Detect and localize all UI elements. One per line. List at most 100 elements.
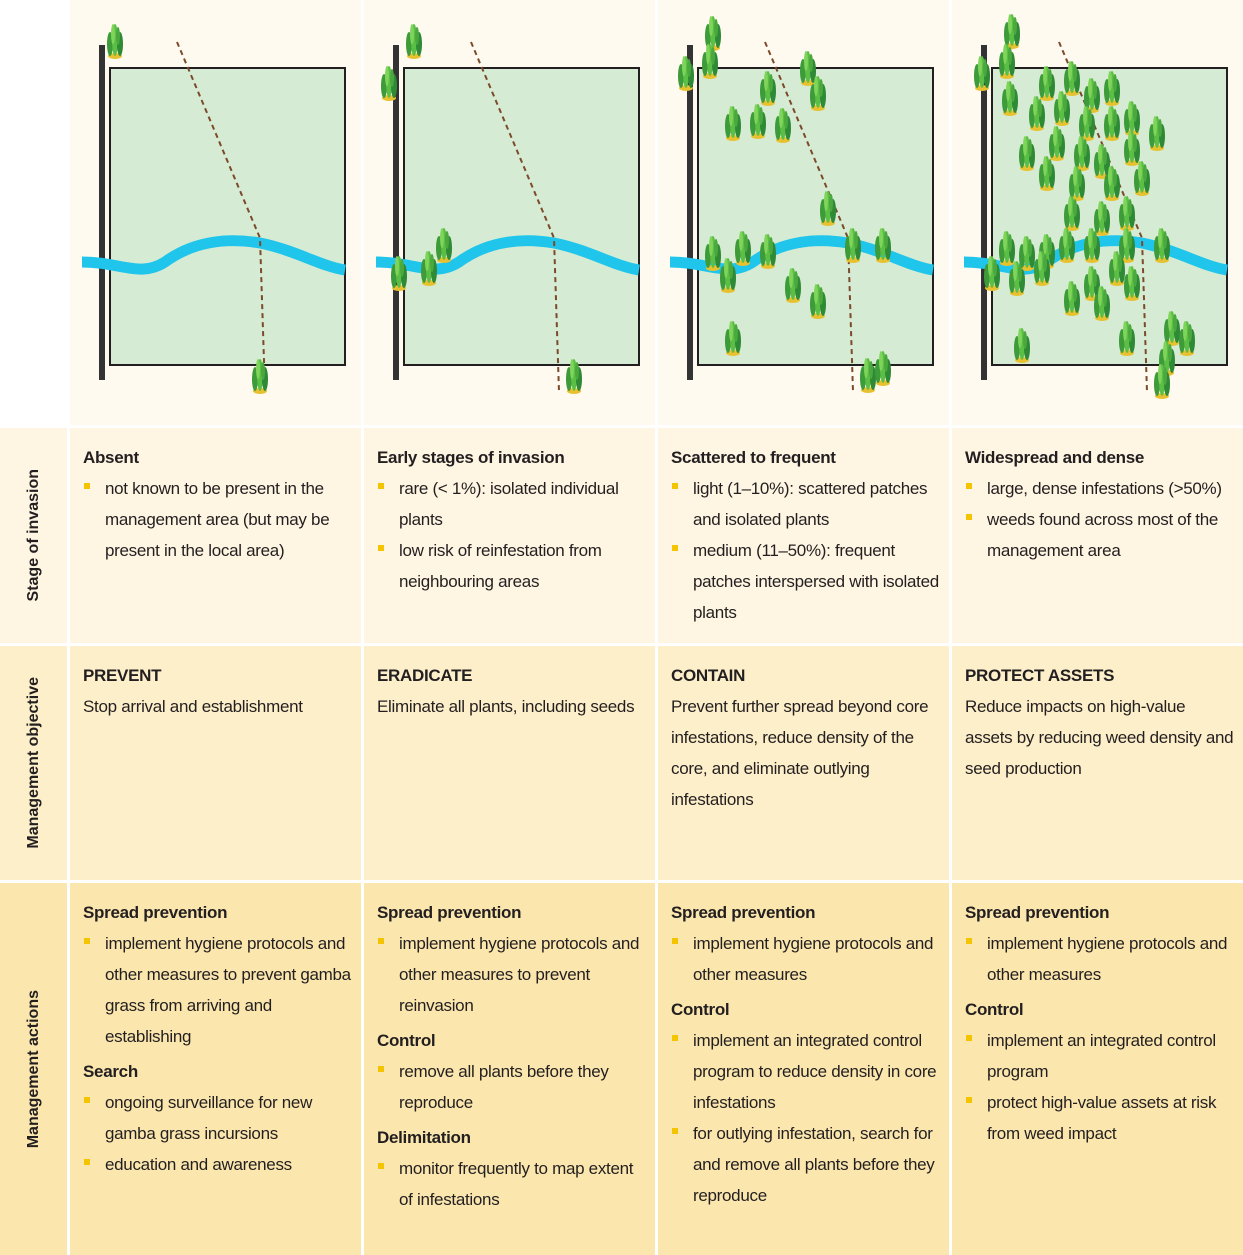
- plant-blade: [1028, 239, 1032, 257]
- plant-blade: [804, 51, 808, 71]
- objective-title: ERADICATE: [377, 666, 473, 685]
- plant-blade: [769, 74, 773, 92]
- plant-blade: [1023, 236, 1027, 256]
- gamba-grass-plant: [1064, 61, 1080, 96]
- gamba-grass-plant: [1019, 136, 1035, 171]
- plant-blade: [814, 284, 818, 304]
- plant-blade: [1168, 344, 1172, 362]
- plant-blade: [1048, 159, 1052, 177]
- bullet-item: not known to be present in the managemen…: [83, 473, 353, 566]
- objective-title: PREVENT: [83, 666, 162, 685]
- gamba-grass-plant: [875, 228, 891, 263]
- plant-blade: [1028, 139, 1032, 157]
- gamba-grass-plant: [1069, 166, 1085, 201]
- bullet-list: implement hygiene protocols and other me…: [671, 928, 941, 990]
- plant-blade: [869, 361, 873, 379]
- bullet-list: light (1–10%): scattered patches and iso…: [671, 473, 941, 628]
- gamba-grass-plant: [702, 44, 718, 79]
- bullet-item: light (1–10%): scattered patches and iso…: [671, 473, 941, 535]
- bullet-list: remove all plants before they reproduce: [377, 1056, 647, 1118]
- action-section: Spread prevention implement hygiene proto…: [671, 897, 941, 990]
- track: [1058, 41, 1148, 393]
- action-section: Control remove all plants before they rep…: [377, 1025, 647, 1118]
- plant-blade: [385, 66, 389, 86]
- plant-blade: [819, 287, 823, 305]
- row-label: Stage of invasion: [0, 428, 67, 643]
- bullet-list: rare (< 1%): isolated individual plants l…: [377, 473, 647, 597]
- plant-blade: [1038, 251, 1042, 271]
- plant-blade: [1128, 231, 1132, 249]
- gamba-grass-plant: [1054, 91, 1070, 126]
- map-illustration: [375, 24, 641, 394]
- stage-title: Absent: [83, 448, 139, 467]
- plant-blade: [1033, 96, 1037, 116]
- gamba-grass-plant: [775, 108, 791, 143]
- bullet-item: remove all plants before they reproduce: [377, 1056, 647, 1118]
- stage-cell: Scattered to frequent light (1–10%): scat…: [658, 428, 949, 643]
- plant-blade: [769, 237, 773, 255]
- action-heading: Spread prevention: [377, 903, 522, 922]
- gamba-grass-plant: [725, 106, 741, 141]
- plant-blade: [1018, 264, 1022, 282]
- bullet-item: implement hygiene protocols and other me…: [377, 928, 647, 1021]
- plant-blade: [1043, 234, 1047, 254]
- plant-blade: [711, 47, 715, 65]
- gamba-grass-plant: [1104, 106, 1120, 141]
- plant-blade: [256, 359, 260, 379]
- gamba-grass-plant: [760, 234, 776, 269]
- plant-blade: [1003, 44, 1007, 64]
- plant-blade: [1063, 228, 1067, 248]
- gamba-grass-plant: [1094, 201, 1110, 236]
- plant-blade: [1013, 261, 1017, 281]
- action-heading: Control: [377, 1031, 436, 1050]
- plant-blade: [1118, 254, 1122, 272]
- objective-text: Stop arrival and establishment: [83, 697, 303, 716]
- gamba-grass-plant: [566, 359, 582, 394]
- bullet-item: implement hygiene protocols and other me…: [965, 928, 1235, 990]
- plant-blade: [1068, 281, 1072, 301]
- plant-blade: [1083, 106, 1087, 126]
- plant-blade: [430, 254, 434, 272]
- gamba-grass-plant: [725, 321, 741, 356]
- bullet-item: large, dense infestations (>50%): [965, 473, 1235, 504]
- plant-blade: [809, 54, 813, 72]
- plant-blade: [1043, 254, 1047, 272]
- plant-blade: [1093, 81, 1097, 99]
- gamba-grass-plant: [1074, 136, 1090, 171]
- gamba-grass-plant: [1014, 328, 1030, 363]
- bullet-item: implement an integrated control program: [965, 1025, 1235, 1087]
- plant-blade: [829, 194, 833, 212]
- gamba-grass-plant: [810, 76, 826, 111]
- gamba-grass-plant: [391, 256, 407, 291]
- objective-text: Eliminate all plants, including seeds: [377, 697, 635, 716]
- plant-blade: [724, 258, 728, 278]
- plant-blade: [759, 107, 763, 125]
- plant-blade: [754, 104, 758, 124]
- plant-blade: [884, 231, 888, 249]
- actions-cell: Spread prevention implement hygiene proto…: [952, 883, 1243, 1255]
- gamba-grass-plant: [1154, 228, 1170, 263]
- gamba-grass-plant: [1149, 116, 1165, 151]
- plant-blade: [682, 56, 686, 76]
- bullet-item: implement an integrated control program …: [671, 1025, 941, 1118]
- gamba-grass-plant: [1104, 71, 1120, 106]
- gamba-grass-plant: [1004, 14, 1020, 49]
- plant-blade: [1128, 101, 1132, 121]
- gamba-grass-plant: [785, 268, 801, 303]
- plant-blade: [1058, 129, 1062, 147]
- gamba-grass-plant: [1079, 106, 1095, 141]
- gamba-grass-plant: [1104, 166, 1120, 201]
- plant-blade: [1168, 311, 1172, 331]
- objective-text: Prevent further spread beyond core infes…: [671, 697, 929, 809]
- plant-blade: [1058, 91, 1062, 111]
- plant-blade: [1138, 161, 1142, 181]
- plant-blade: [1048, 237, 1052, 255]
- actions-cell: Spread prevention implement hygiene proto…: [364, 883, 655, 1255]
- plant-blade: [764, 71, 768, 91]
- stage-title: Early stages of invasion: [377, 448, 565, 467]
- objective-cell: CONTAIN Prevent further spread beyond cor…: [658, 646, 949, 880]
- plant-blade: [1011, 84, 1015, 102]
- plant-blade: [425, 251, 429, 271]
- action-heading: Spread prevention: [671, 903, 816, 922]
- gamba-grass-plant: [974, 56, 990, 91]
